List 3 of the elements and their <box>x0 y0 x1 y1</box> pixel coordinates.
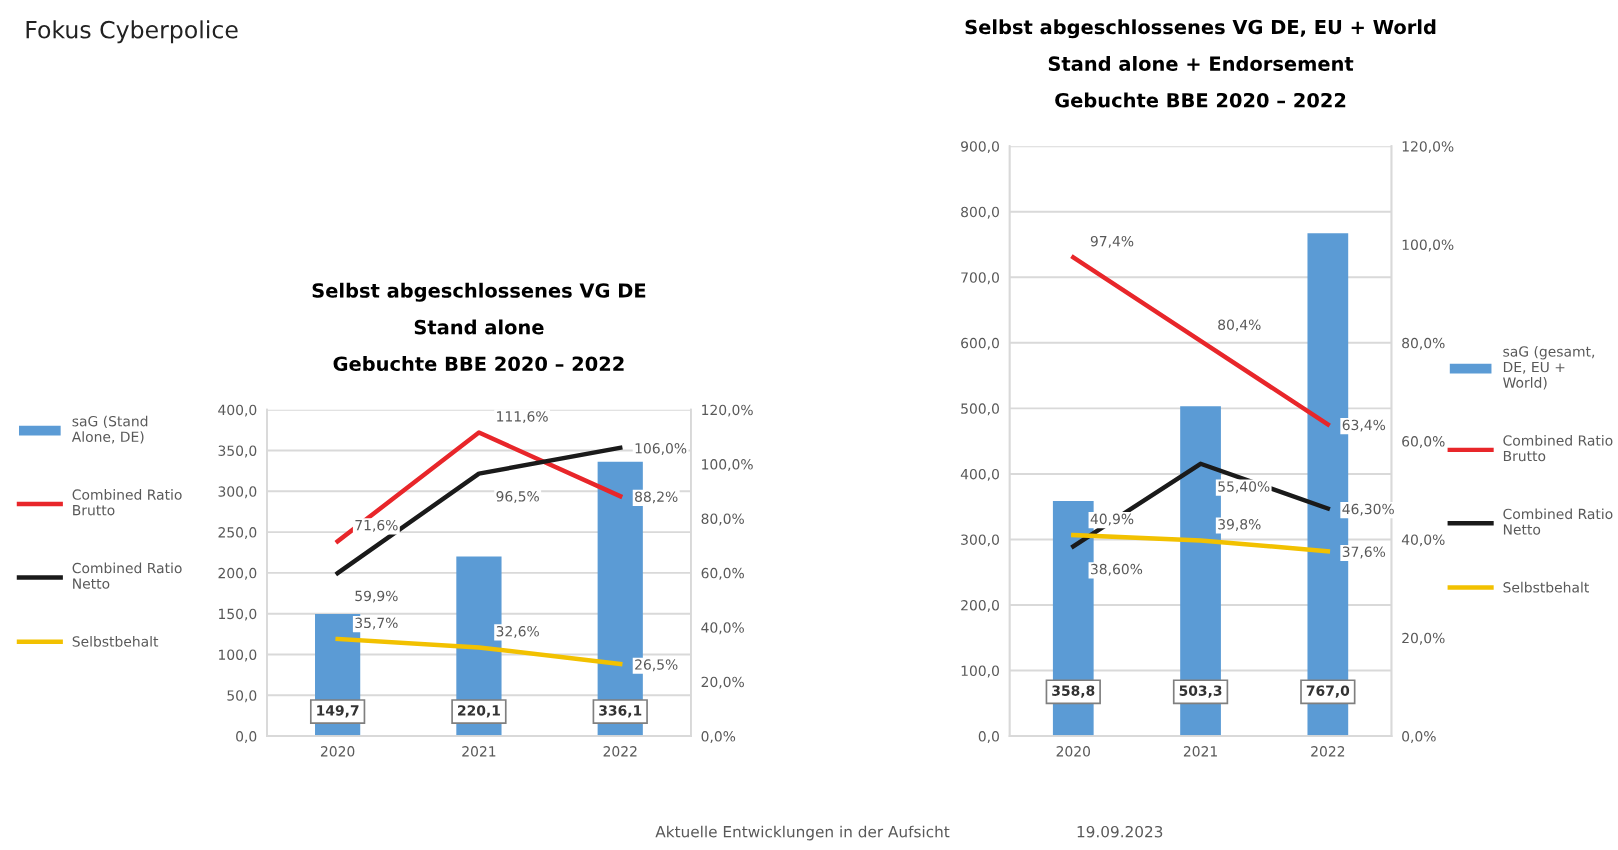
text: Fokus Cyberpolice <box>26 20 238 44</box>
chart-title: Selbst abgeschlossenes VG DE, EU + World Stand alone + Endorsement Gebuchte BBE 2020 – 2022 <box>965 19 1436 108</box>
chart-title: Selbst abgeschlossenes VG DE Stand alone Gebuchte BBE 2020 – 2022 <box>312 282 646 372</box>
